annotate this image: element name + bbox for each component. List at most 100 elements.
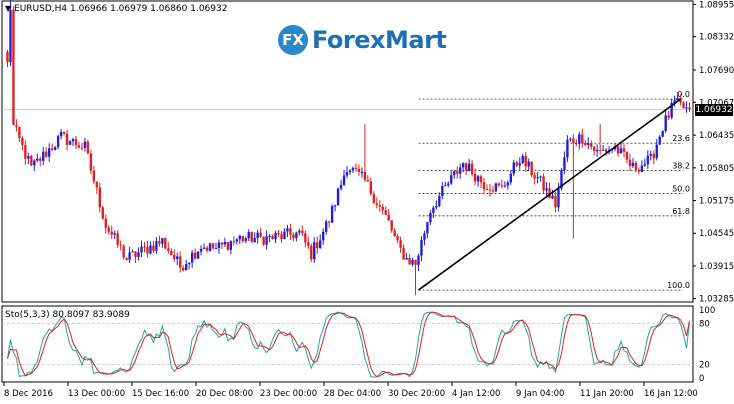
candle-body	[411, 260, 414, 265]
candle-body	[688, 107, 691, 110]
candle-body	[363, 171, 367, 180]
candle-body	[244, 238, 247, 241]
candle-body	[658, 136, 661, 145]
candle-body	[122, 245, 125, 258]
x-tick-label: 23 Dec 00:00	[260, 389, 317, 399]
sto-tick-label: 80	[699, 320, 710, 330]
candle-body	[98, 187, 102, 208]
candle-body	[327, 221, 331, 223]
candle-body	[12, 9, 15, 125]
candle-body	[476, 176, 480, 182]
candle-body	[333, 205, 337, 207]
candle-body	[6, 51, 9, 63]
candle-body	[423, 233, 426, 240]
candle-body	[685, 107, 688, 109]
candle-body	[47, 148, 51, 157]
candle-body	[199, 248, 203, 252]
candle-body	[256, 232, 259, 238]
candle-body	[348, 170, 352, 173]
candle-body	[396, 236, 399, 241]
candle-body	[402, 247, 405, 260]
y-tick-label: 1.05805	[699, 164, 734, 174]
candle-body	[450, 175, 453, 184]
candle-body	[125, 257, 128, 260]
candle-body	[262, 236, 265, 245]
candle-body	[649, 153, 652, 156]
candle-body	[426, 222, 429, 234]
candle-body	[417, 255, 420, 265]
candle-body	[590, 143, 593, 147]
candle-body	[277, 233, 280, 235]
candle-body	[542, 176, 545, 191]
candle-body	[80, 147, 84, 149]
candle-body	[18, 126, 21, 139]
sto-tick-label: 20	[699, 360, 710, 370]
candle-body	[45, 151, 48, 157]
candle-body	[354, 167, 358, 169]
candle-body	[557, 188, 560, 208]
candle-body	[295, 232, 298, 239]
candle-body	[110, 231, 113, 235]
candle-body	[429, 213, 432, 223]
candle-body	[292, 234, 295, 239]
candle-body	[390, 220, 393, 231]
candle-body	[366, 179, 370, 182]
symbol-arrow-icon: ▼	[5, 4, 12, 13]
candle-body	[488, 189, 492, 191]
candle-body	[467, 163, 471, 171]
candle-body	[313, 242, 316, 260]
brand-logo: FX ForexMart	[278, 22, 447, 58]
candle-body	[92, 170, 96, 182]
candle-body	[65, 133, 69, 145]
y-tick-label: 1.06435	[699, 131, 734, 141]
candle-body	[637, 169, 641, 172]
candle-body	[24, 145, 27, 159]
candle-body	[518, 163, 521, 166]
candle-body	[393, 230, 396, 237]
candle-body	[268, 236, 271, 238]
candle-body	[664, 115, 667, 132]
candle-body	[176, 256, 179, 260]
candle-body	[86, 141, 90, 154]
candle-body	[152, 245, 155, 251]
candle-body	[360, 171, 364, 173]
candle-body	[578, 134, 581, 144]
candle-body	[491, 190, 495, 192]
candle-body	[304, 233, 307, 243]
candle-body	[616, 146, 620, 154]
sto-signal-line	[7, 311, 690, 378]
candle-body	[59, 131, 63, 137]
candle-body	[435, 206, 438, 208]
candle-body	[399, 240, 402, 248]
y-tick-label: 1.07067	[699, 98, 734, 108]
candle-body	[319, 240, 322, 249]
candle-body	[497, 183, 501, 186]
candle-body	[336, 188, 340, 206]
candle-body	[584, 143, 587, 146]
candle-body	[21, 138, 24, 146]
candle-body	[146, 247, 149, 254]
fib-level-label: 38.2	[672, 162, 690, 171]
candle-body	[461, 163, 465, 168]
candle-body	[503, 185, 507, 187]
candle-body	[548, 188, 551, 199]
candle-body	[15, 124, 18, 127]
candle-body	[324, 221, 328, 232]
fib-level-label: 50.0	[672, 185, 690, 194]
candle-body	[274, 233, 277, 240]
candle-body	[238, 235, 241, 240]
candle-body	[581, 134, 584, 144]
candle-body	[646, 155, 650, 165]
candle-body	[628, 159, 632, 166]
x-tick-label: 4 Jan 12:00	[452, 389, 500, 399]
candle-body	[640, 165, 644, 172]
candle-body	[408, 257, 411, 265]
x-tick-label: 8 Dec 2016	[4, 389, 53, 399]
candle-body	[134, 251, 137, 257]
x-tick-label: 15 Dec 16:00	[132, 389, 189, 399]
candle-body	[438, 196, 441, 207]
candle-body	[554, 195, 557, 208]
candle-body	[661, 131, 664, 137]
candle-body	[342, 175, 346, 185]
